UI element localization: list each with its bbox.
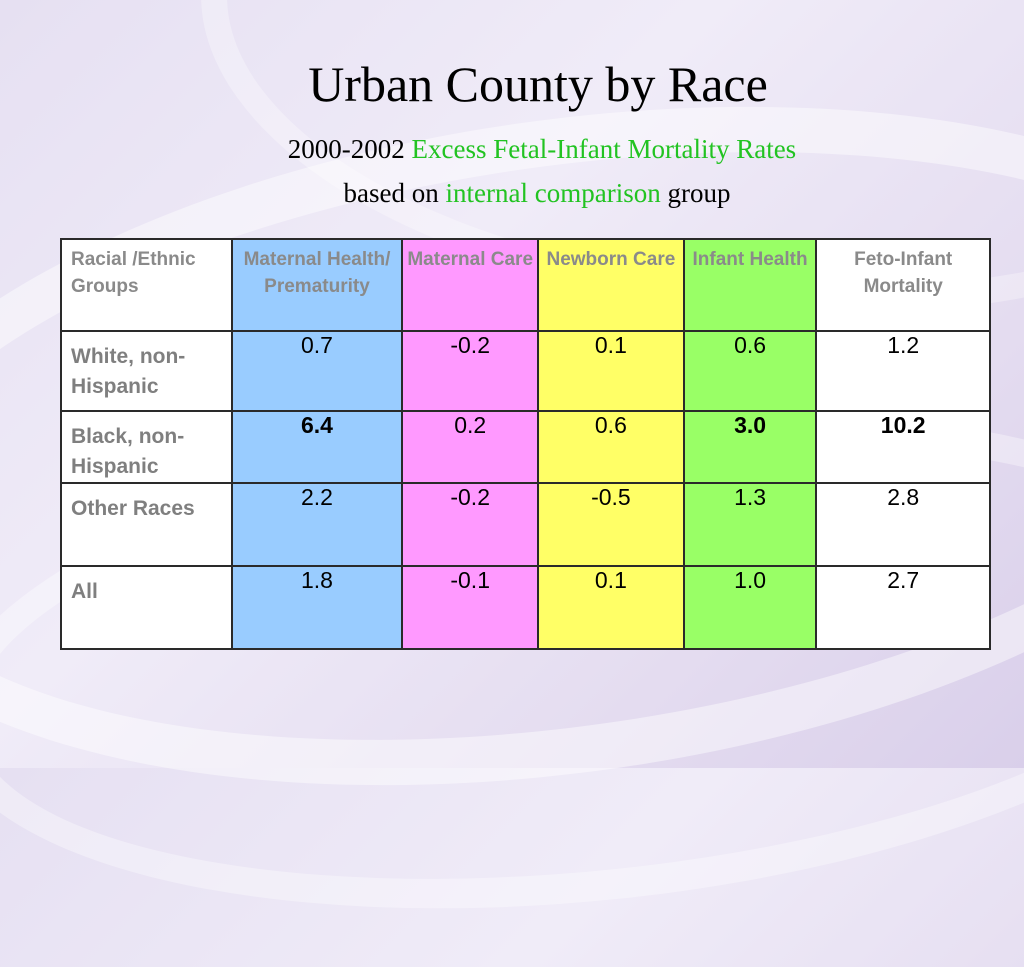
table-row: Other Races 2.2 -0.2 -0.5 1.3 2.8 [60,482,991,567]
subtitle-years: 2000-2002 [287,134,405,164]
cell-infant-health: 3.0 [682,410,818,484]
cell-newborn-care: 0.1 [537,565,685,650]
header-maternal-health: Maternal Health/ Prematurity [230,238,404,332]
slide-subtitle: 2000-2002 Excess Fetal-Infant Mortality … [0,133,1024,165]
cell-maternal-care: -0.2 [401,330,540,412]
cell-infant-health: 1.3 [682,482,818,567]
subtitle-highlight: internal comparison [445,178,661,208]
header-newborn-care: Newborn Care [537,238,685,332]
table-header-row: Racial /Ethnic Groups Maternal Health/ P… [60,238,991,332]
slide-title: Urban County by Race [308,56,768,112]
header-maternal-care: Maternal Care [401,238,540,332]
cell-feto-infant: 2.8 [815,482,991,567]
row-label: White, non-Hispanic [60,330,233,412]
table-row: All 1.8 -0.1 0.1 1.0 2.7 [60,565,991,650]
table-row: White, non-Hispanic 0.7 -0.2 0.1 0.6 1.2 [60,330,991,412]
cell-infant-health: 1.0 [682,565,818,650]
row-label: Other Races [60,482,233,567]
cell-newborn-care: -0.5 [537,482,685,567]
subtitle-prefix: based on [343,178,439,208]
header-group: Racial /Ethnic Groups [60,238,233,332]
cell-maternal-health: 0.7 [230,330,404,412]
table-row: Black, non-Hispanic 6.4 0.2 0.6 3.0 10.2 [60,410,991,484]
cell-feto-infant: 1.2 [815,330,991,412]
row-label: Black, non-Hispanic [60,410,233,484]
mortality-table: Racial /Ethnic Groups Maternal Health/ P… [60,238,991,650]
subtitle-suffix: group [667,178,731,208]
cell-newborn-care: 0.1 [537,330,685,412]
slide-subtitle-comparison: based on internal comparison group [0,177,1024,209]
cell-maternal-care: 0.2 [401,410,540,484]
cell-maternal-health: 2.2 [230,482,404,567]
cell-feto-infant: 10.2 [815,410,991,484]
header-infant-health: Infant Health [682,238,818,332]
cell-maternal-care: -0.2 [401,482,540,567]
cell-maternal-health: 1.8 [230,565,404,650]
subtitle-metric: Excess Fetal-Infant Mortality Rates [411,134,797,164]
cell-feto-infant: 2.7 [815,565,991,650]
header-feto-infant: Feto-Infant Mortality [815,238,991,332]
cell-maternal-health: 6.4 [230,410,404,484]
cell-newborn-care: 0.6 [537,410,685,484]
cell-infant-health: 0.6 [682,330,818,412]
cell-maternal-care: -0.1 [401,565,540,650]
row-label: All [60,565,233,650]
